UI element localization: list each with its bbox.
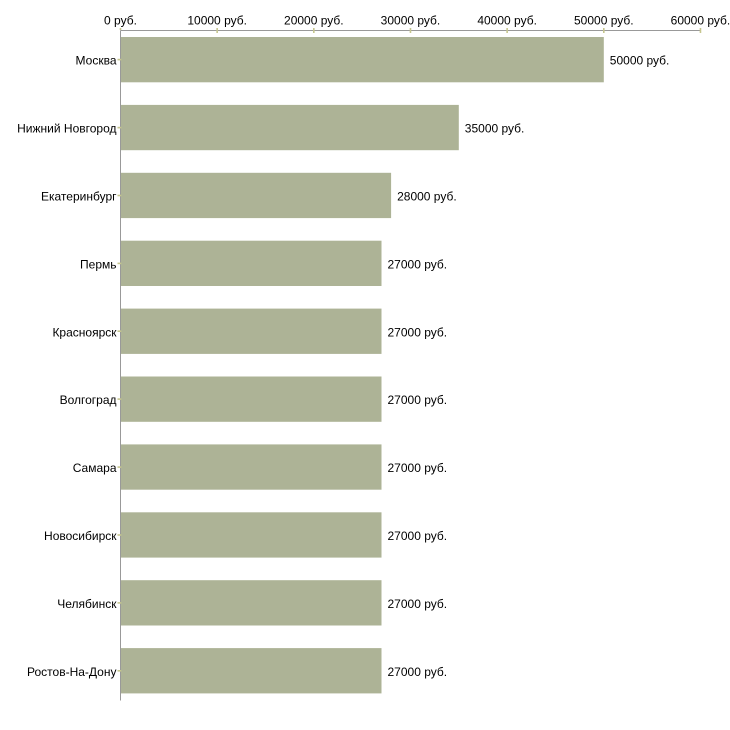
svg-text:27000 руб.: 27000 руб. [388,461,448,475]
svg-text:Самара: Самара [73,461,117,475]
svg-text:27000 руб.: 27000 руб. [388,597,448,611]
svg-text:Волгоград: Волгоград [60,393,117,407]
svg-text:Екатеринбург: Екатеринбург [41,189,117,203]
svg-text:Красноярск: Красноярск [52,325,117,339]
svg-text:Челябинск: Челябинск [57,597,117,611]
svg-text:27000 руб.: 27000 руб. [388,257,448,271]
svg-text:28000 руб.: 28000 руб. [397,189,457,203]
svg-text:Ростов-На-Дону: Ростов-На-Дону [27,665,116,679]
svg-text:40000 руб.: 40000 руб. [477,14,537,28]
svg-text:20000 руб.: 20000 руб. [284,14,344,28]
svg-text:50000 руб.: 50000 руб. [610,54,670,68]
svg-text:27000 руб.: 27000 руб. [388,665,448,679]
svg-text:30000 руб.: 30000 руб. [381,14,441,28]
svg-text:10000 руб.: 10000 руб. [187,14,247,28]
svg-text:Москва: Москва [76,54,117,68]
svg-text:60000 руб.: 60000 руб. [671,14,730,28]
svg-text:27000 руб.: 27000 руб. [388,529,448,543]
svg-text:27000 руб.: 27000 руб. [388,325,448,339]
svg-text:Новосибирск: Новосибирск [44,529,117,543]
svg-text:35000 руб.: 35000 руб. [465,122,525,136]
svg-text:0 руб.: 0 руб. [104,14,137,28]
svg-text:50000 руб.: 50000 руб. [574,14,634,28]
svg-text:Пермь: Пермь [80,257,116,271]
svg-text:27000 руб.: 27000 руб. [388,393,448,407]
svg-text:Нижний Новгород: Нижний Новгород [17,122,116,136]
